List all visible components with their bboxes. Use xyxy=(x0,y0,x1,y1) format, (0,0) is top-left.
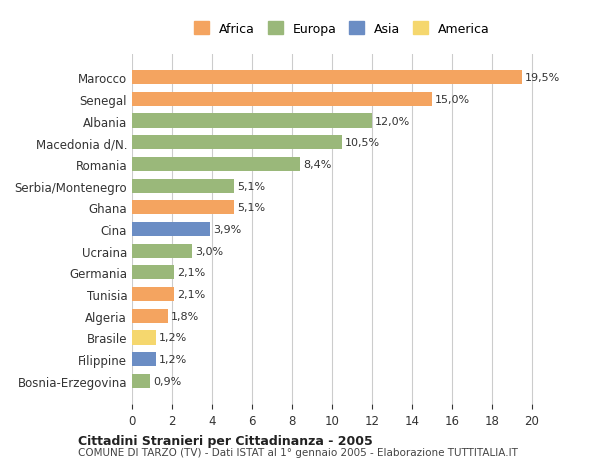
Bar xyxy=(132,309,168,323)
Bar xyxy=(132,223,210,236)
Bar xyxy=(132,353,156,366)
Text: 15,0%: 15,0% xyxy=(435,95,470,105)
Bar xyxy=(132,244,192,258)
Text: 1,2%: 1,2% xyxy=(159,354,187,364)
Bar xyxy=(132,201,234,215)
Text: 1,2%: 1,2% xyxy=(159,333,187,343)
Bar xyxy=(132,157,300,172)
Bar xyxy=(132,330,156,345)
Text: 8,4%: 8,4% xyxy=(303,160,331,169)
Text: 1,8%: 1,8% xyxy=(171,311,199,321)
Bar xyxy=(132,71,522,85)
Bar xyxy=(132,114,372,129)
Bar xyxy=(132,266,174,280)
Text: COMUNE DI TARZO (TV) - Dati ISTAT al 1° gennaio 2005 - Elaborazione TUTTITALIA.I: COMUNE DI TARZO (TV) - Dati ISTAT al 1° … xyxy=(78,448,518,458)
Legend: Africa, Europa, Asia, America: Africa, Europa, Asia, America xyxy=(188,16,496,42)
Bar xyxy=(132,179,234,193)
Text: 12,0%: 12,0% xyxy=(375,116,410,126)
Text: 0,9%: 0,9% xyxy=(153,376,181,386)
Bar xyxy=(132,287,174,302)
Bar xyxy=(132,93,432,106)
Text: 5,1%: 5,1% xyxy=(237,203,265,213)
Text: 10,5%: 10,5% xyxy=(345,138,380,148)
Text: 5,1%: 5,1% xyxy=(237,181,265,191)
Text: 3,9%: 3,9% xyxy=(213,224,241,235)
Text: 2,1%: 2,1% xyxy=(177,290,205,299)
Text: 19,5%: 19,5% xyxy=(525,73,560,83)
Bar xyxy=(132,374,150,388)
Text: Cittadini Stranieri per Cittadinanza - 2005: Cittadini Stranieri per Cittadinanza - 2… xyxy=(78,434,373,447)
Text: 3,0%: 3,0% xyxy=(195,246,223,256)
Bar xyxy=(132,136,342,150)
Text: 2,1%: 2,1% xyxy=(177,268,205,278)
